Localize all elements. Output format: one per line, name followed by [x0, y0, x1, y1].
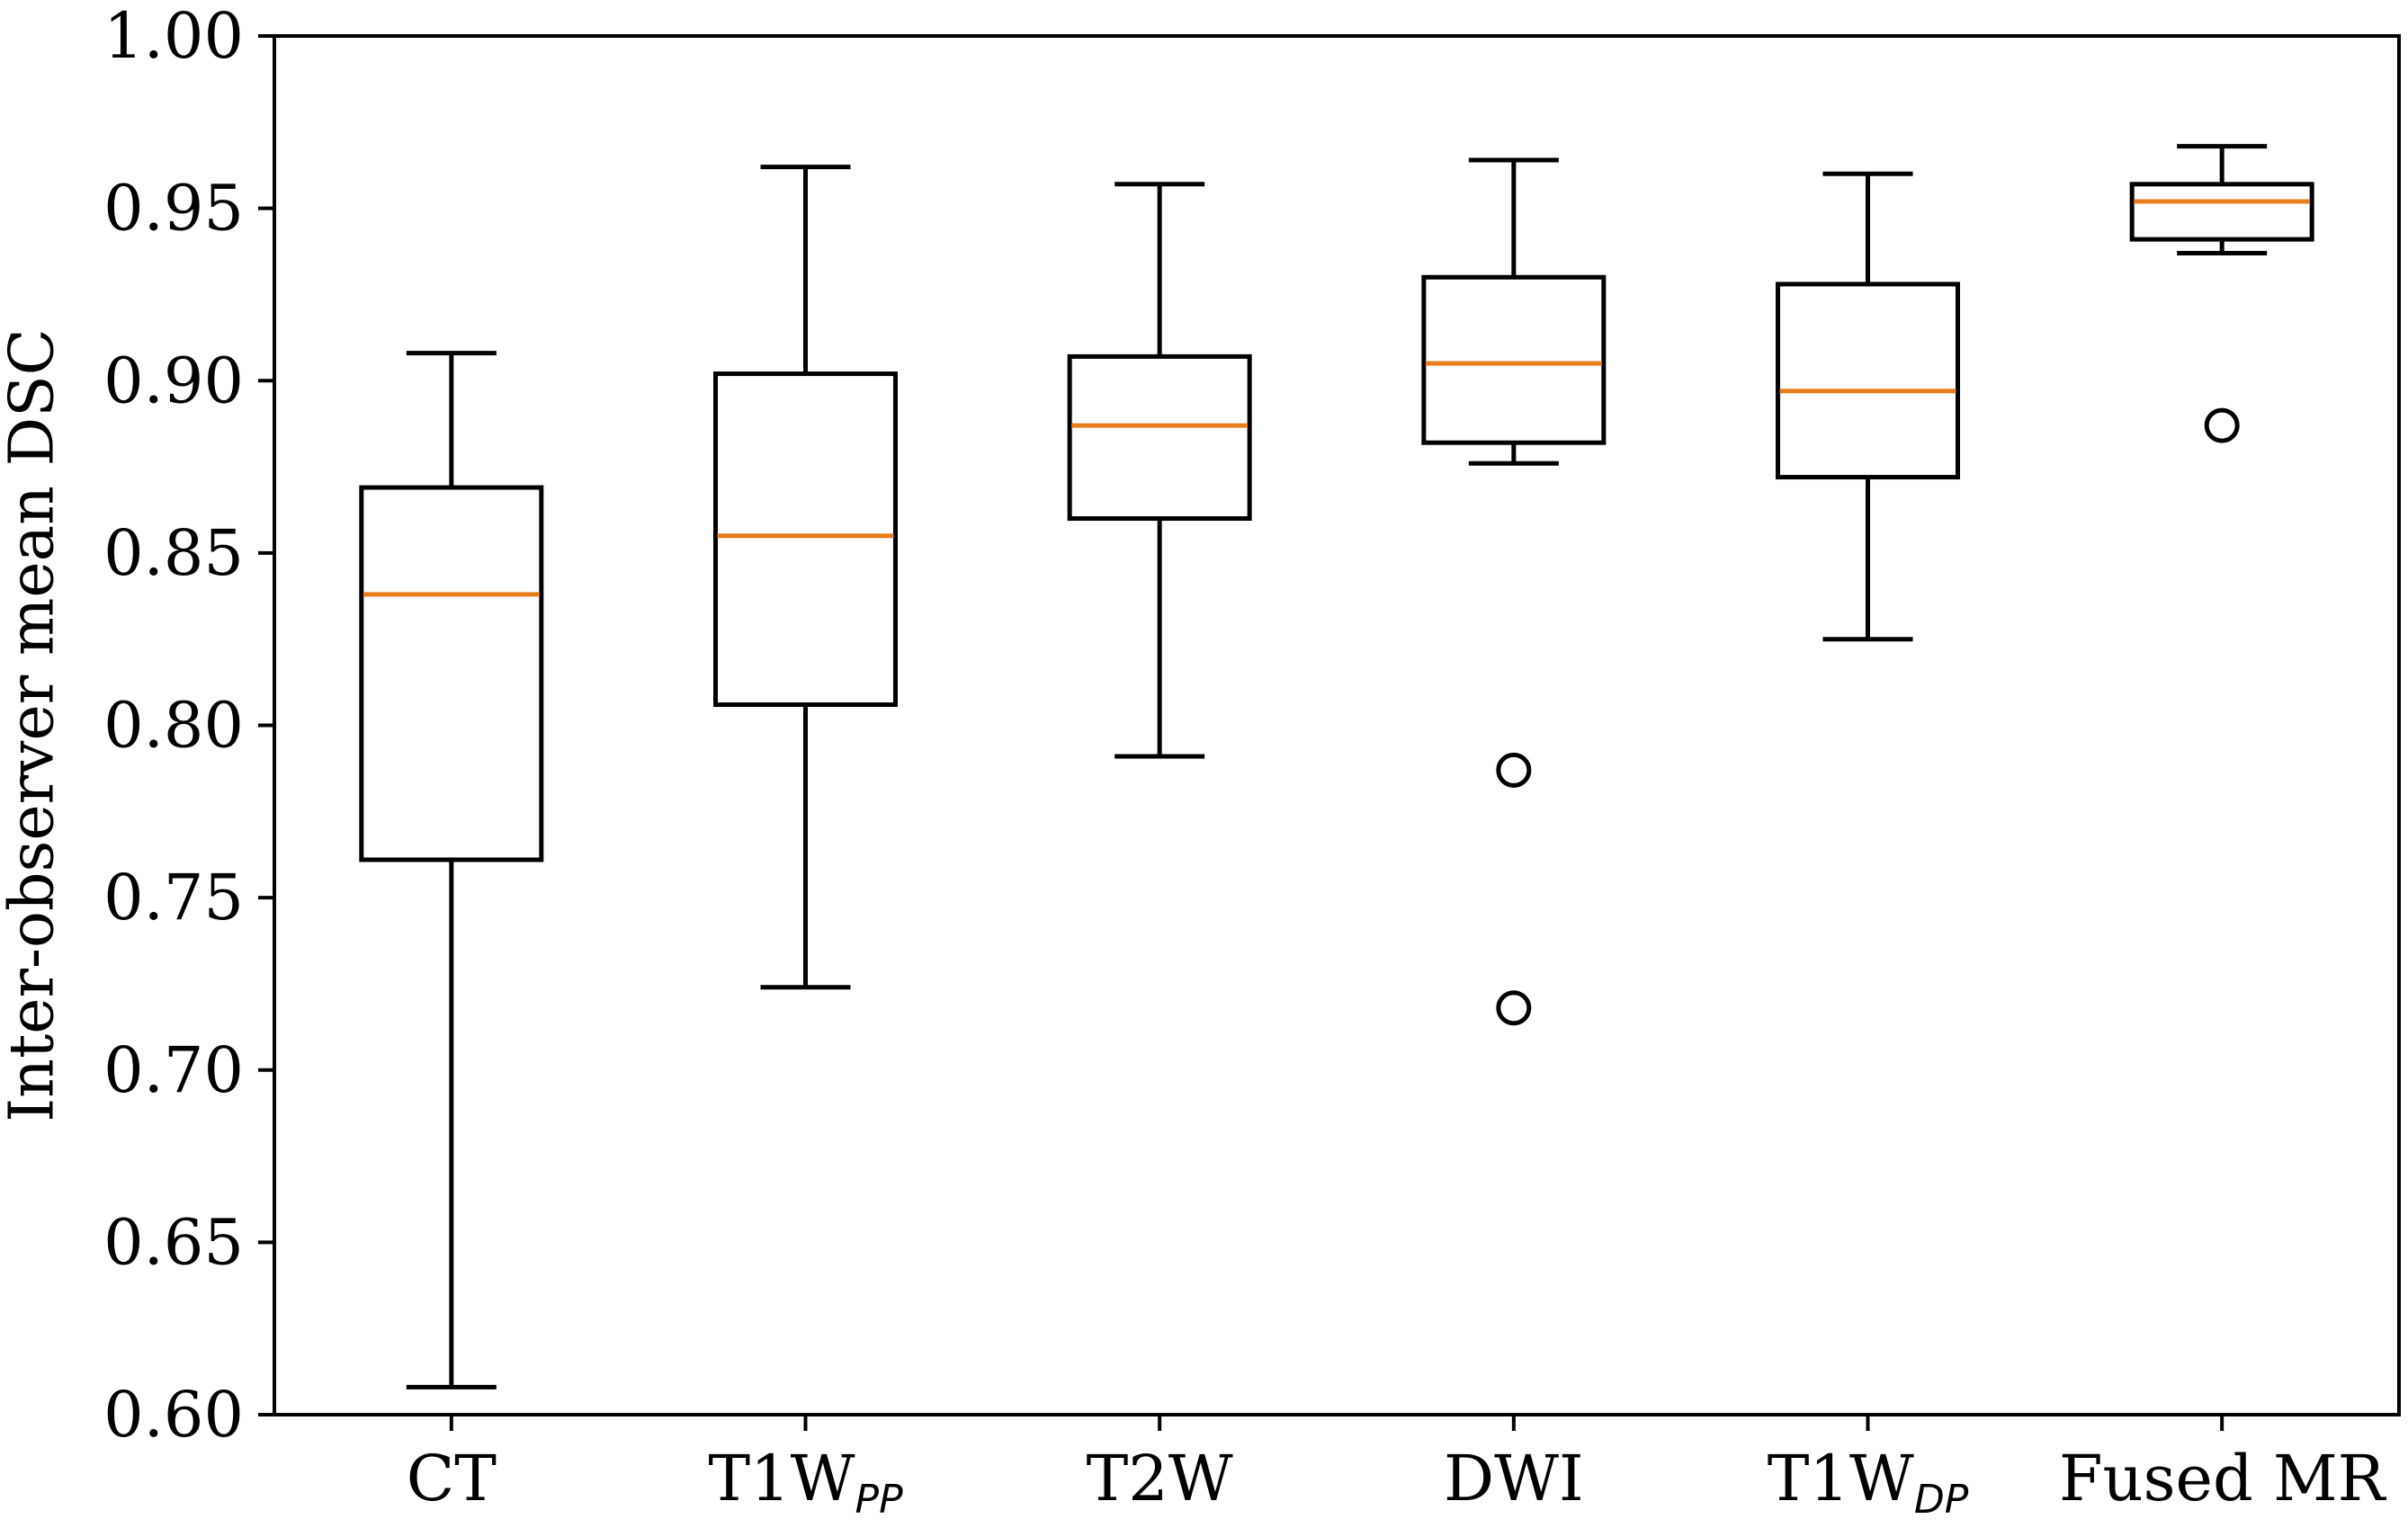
iqr-box: [1421, 274, 1607, 445]
x-tick-label-t2w: T2W: [1087, 1442, 1233, 1515]
x-tick-label-text: Fused MR: [2059, 1442, 2387, 1515]
iqr-box: [2129, 182, 2314, 242]
box-group: [359, 144, 2314, 1389]
outlier-point: [1496, 752, 1532, 788]
outlier-point: [2204, 407, 2240, 443]
y-tick-label: 0.60: [103, 1378, 244, 1452]
y-tick-label: 0.95: [103, 172, 244, 246]
x-tick-label-dwi: DWI: [1444, 1442, 1584, 1515]
y-axis: 0.60 0.65 0.70 0.75 0.80 0.85 0.90 0.95 1.00: [103, 0, 274, 1452]
x-axis: CT T1WPP T2W DWI T1WDP Fused MR: [407, 1415, 2387, 1523]
y-tick-label: 0.65: [103, 1205, 244, 1279]
box-t1w-dp: [1776, 171, 1960, 642]
box-fused-mr: [2129, 144, 2314, 443]
box-ct: [359, 351, 544, 1389]
y-tick-label: 1.00: [103, 0, 244, 73]
x-tick-label-subscript: DP: [1914, 1477, 1969, 1523]
iqr-box: [359, 485, 544, 862]
outlier-point: [1496, 990, 1532, 1026]
x-tick-label-text: CT: [407, 1442, 497, 1515]
y-tick-label: 0.85: [103, 516, 244, 590]
x-tick-label-text: T1W: [1768, 1442, 1914, 1515]
iqr-box: [1067, 353, 1252, 522]
plot-area: [273, 34, 2401, 1416]
x-tick-label-t1w-dp: T1WDP: [1768, 1442, 1969, 1523]
x-tick-label-t1w-pp: T1WPP: [708, 1442, 903, 1523]
x-tick-label-ct: CT: [407, 1442, 497, 1515]
x-tick-label-text: T1W: [708, 1442, 855, 1515]
y-tick-label: 0.80: [103, 689, 244, 763]
x-tick-label-text: T2W: [1087, 1442, 1233, 1515]
box-t2w: [1067, 182, 1252, 759]
box-dwi: [1421, 157, 1607, 1026]
y-axis-label: Inter-observer mean DSC: [0, 328, 68, 1121]
iqr-box: [1776, 281, 1960, 480]
y-tick-label: 0.75: [103, 861, 244, 934]
x-tick-label-subscript: PP: [855, 1477, 904, 1523]
box-t1w-pp: [713, 165, 898, 990]
iqr-box: [713, 371, 898, 708]
x-tick-label-fused-mr: Fused MR: [2059, 1442, 2387, 1515]
y-tick-label: 0.90: [103, 344, 244, 417]
x-tick-label-text: DWI: [1444, 1442, 1584, 1515]
y-tick-label: 0.70: [103, 1033, 244, 1107]
plot-frame: [273, 34, 2401, 1416]
